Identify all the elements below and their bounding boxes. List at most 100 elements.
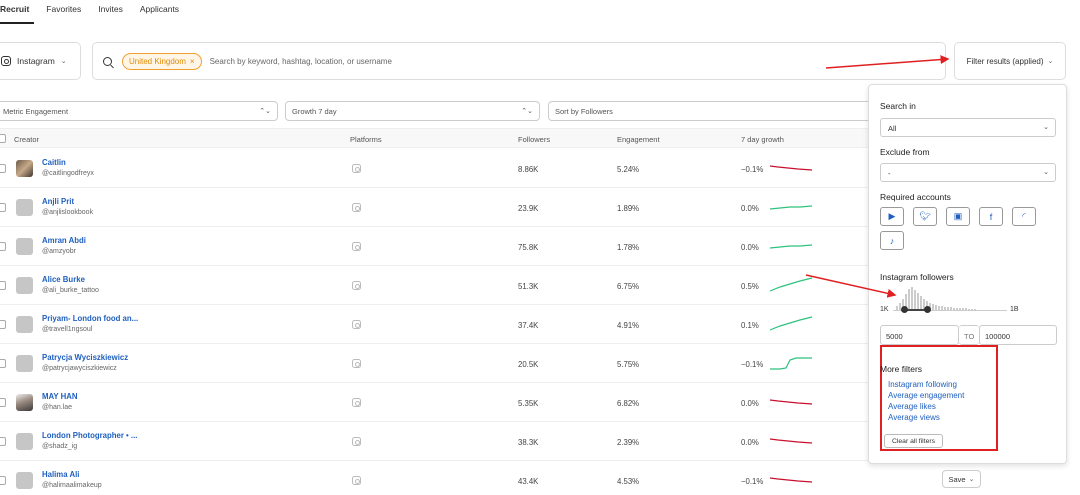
growth-sparkline <box>769 165 813 171</box>
table-row[interactable]: Priyam- London food an... @travell1ngsoul… <box>0 305 870 344</box>
followers-slider-track[interactable] <box>893 310 1007 311</box>
sparkline-path <box>769 316 813 331</box>
tab-recruit[interactable]: Recruit <box>0 0 35 24</box>
chevron-down-icon: ⌄ <box>60 58 67 65</box>
table-row[interactable]: Anjli Prit @anjlislookbook 23.9K 1.89% 0.0% <box>0 188 870 227</box>
instagram-icon <box>352 281 361 290</box>
growth-sparkline <box>769 438 813 444</box>
instagram-icon <box>352 398 361 407</box>
slider-min-handle[interactable] <box>901 306 908 313</box>
creator-name[interactable]: London Photographer • ... <box>42 431 138 440</box>
creator-name[interactable]: Caitlin <box>42 158 66 167</box>
creator-handle: @anjlislookbook <box>42 209 94 216</box>
search-in-select[interactable]: All ⌄ <box>880 118 1056 137</box>
tab-invites[interactable]: Invites <box>98 4 123 14</box>
twitch-icon[interactable]: ▣ <box>946 207 970 226</box>
search-in-label: Search in <box>880 101 916 111</box>
table-row[interactable]: Halima Ali @halimaalimakeup 43.4K 4.53% −0.1… <box>0 461 870 495</box>
select-all-checkbox[interactable] <box>0 134 6 143</box>
tab-applicants[interactable]: Applicants <box>139 4 180 14</box>
col-followers[interactable]: Followers <box>518 135 551 144</box>
updown-icon: ⌃⌄ <box>521 108 533 115</box>
row-checkbox[interactable] <box>0 164 6 173</box>
col-engagement[interactable]: Engagement <box>617 135 660 144</box>
growth-value: 0.0% <box>741 243 759 252</box>
creator-name[interactable]: MAY HAN <box>42 392 78 401</box>
search-in-value: All <box>888 124 897 133</box>
platform-select[interactable]: Instagram ⌄ <box>0 42 81 80</box>
followers-value: 75.8K <box>518 243 539 252</box>
followers-value: 38.3K <box>518 438 539 447</box>
filter-link-instagram-following[interactable]: Instagram following <box>888 380 957 389</box>
filter-link-average-engagement[interactable]: Average engagement <box>888 391 965 400</box>
engagement-value: 6.75% <box>617 282 640 291</box>
table-row[interactable]: Amran Abdi @amzyobr 75.8K 1.78% 0.0% <box>0 227 870 266</box>
table-row[interactable]: London Photographer • ... @shadz_ig 38.3K 2… <box>0 422 870 461</box>
creator-name[interactable]: Patrycja Wyciszkiewicz <box>42 353 129 362</box>
metric-select-value: Metric Engagement <box>3 106 69 116</box>
creator-name[interactable]: Amran Abdi <box>42 236 86 245</box>
row-checkbox[interactable] <box>0 203 6 212</box>
col-platforms[interactable]: Platforms <box>350 135 382 144</box>
facebook-icon[interactable]: f <box>979 207 1003 226</box>
row-checkbox[interactable] <box>0 242 6 251</box>
growth-value: 0.0% <box>741 399 759 408</box>
creator-handle: @caitlingodfreyx <box>42 170 94 177</box>
row-checkbox[interactable] <box>0 437 6 446</box>
creator-name[interactable]: Priyam- London food an... <box>42 314 139 323</box>
table-row[interactable]: Caitlin @caitlingodfreyx 8.86K 5.24% −0.1% <box>0 149 870 188</box>
search-bar[interactable]: United Kingdom × Search by keyword, hash… <box>92 42 946 80</box>
row-checkbox[interactable] <box>0 398 6 407</box>
sort-select[interactable]: Sort by Followers <box>548 101 878 121</box>
creator-name[interactable]: Anjli Prit <box>42 197 75 206</box>
table-row[interactable]: MAY HAN @han.lae 5.35K 6.82% 0.0% <box>0 383 870 422</box>
clear-all-filters-button[interactable]: Clear all filters <box>884 434 943 448</box>
row-checkbox[interactable] <box>0 476 6 485</box>
col-growth[interactable]: 7 day growth <box>741 135 784 144</box>
engagement-value: 4.91% <box>617 321 640 330</box>
tab-favorites[interactable]: Favorites <box>46 4 82 14</box>
filter-link-average-likes[interactable]: Average likes <box>888 402 936 411</box>
min-followers-input[interactable]: 5000 <box>880 325 959 345</box>
exclude-label: Exclude from <box>880 147 930 157</box>
table-row[interactable]: Alice Burke @ali_burke_tattoo 51.3K 6.75% 0.… <box>0 266 870 305</box>
followers-value: 23.9K <box>518 204 539 213</box>
creator-name[interactable]: Halima Ali <box>42 470 80 479</box>
filter-panel: Search in All ⌄ Exclude from - ⌄ Require… <box>868 84 1067 464</box>
range-max-label: 1B <box>1010 306 1019 313</box>
tiktok-icon[interactable]: ♪ <box>880 231 904 250</box>
save-button[interactable]: Save ⌄ <box>942 470 981 488</box>
col-creator[interactable]: Creator <box>14 135 40 144</box>
avatar <box>16 433 33 450</box>
rss-icon[interactable]: ◜ <box>1012 207 1036 226</box>
exclude-select[interactable]: - ⌄ <box>880 163 1056 182</box>
search-input[interactable]: Search by keyword, hashtag, location, or… <box>209 56 392 66</box>
growth-sparkline <box>769 205 813 210</box>
row-checkbox[interactable] <box>0 281 6 290</box>
instagram-icon <box>352 242 361 251</box>
growth-sparkline <box>769 244 813 249</box>
slider-max-handle[interactable] <box>924 306 931 313</box>
range-min-label: 1K <box>880 306 889 313</box>
sparkline-path <box>769 277 813 292</box>
instagram-icon <box>352 203 361 212</box>
filter-results-button[interactable]: Filter results (applied) ⌄ <box>954 42 1066 80</box>
engagement-value: 2.39% <box>617 438 640 447</box>
table-row[interactable]: Patrycja Wyciszkiewicz @patrycjawyciszkie… <box>0 344 870 383</box>
chevron-down-icon: ⌄ <box>968 476 975 483</box>
close-icon[interactable]: × <box>189 56 195 66</box>
followers-slider-fill <box>904 309 927 311</box>
max-followers-input[interactable]: 100000 <box>979 325 1057 345</box>
metric-select[interactable]: Metric Engagement ⌃⌄ <box>0 101 278 121</box>
creator-name[interactable]: Alice Burke <box>42 275 85 284</box>
youtube-icon[interactable]: ▶ <box>880 207 904 226</box>
growth-select[interactable]: Growth 7 day ⌃⌄ <box>285 101 540 121</box>
platform-label: Instagram <box>17 56 55 66</box>
filter-link-average-views[interactable]: Average views <box>888 413 940 422</box>
location-chip[interactable]: United Kingdom × <box>122 52 202 70</box>
twitter-icon[interactable]: 🐦︎ <box>913 207 937 226</box>
followers-value: 5.35K <box>518 399 539 408</box>
creator-handle: @amzyobr <box>42 248 76 255</box>
row-checkbox[interactable] <box>0 359 6 368</box>
row-checkbox[interactable] <box>0 320 6 329</box>
